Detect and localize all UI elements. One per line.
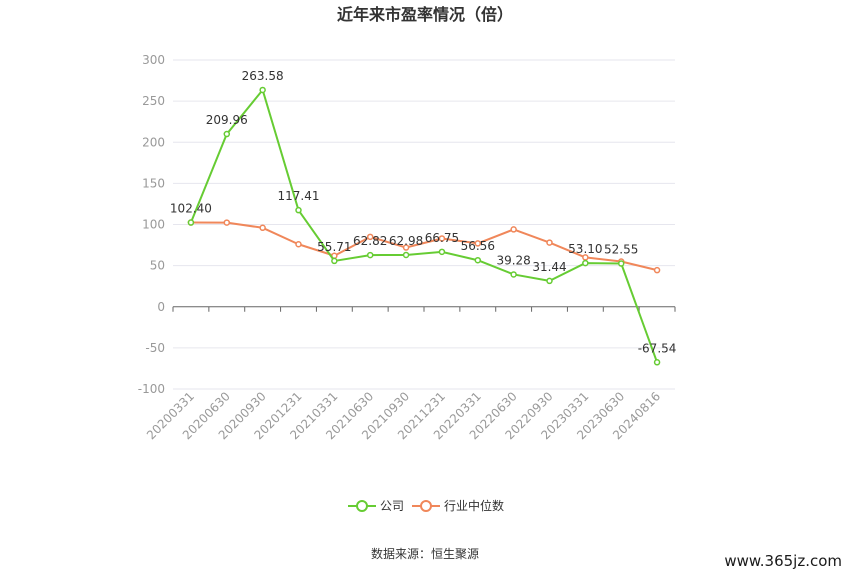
point-company[interactable] [546, 277, 553, 285]
y-tick-label: 150 [142, 176, 165, 190]
data-label-company: 66.75 [425, 231, 459, 245]
point-industry-median[interactable] [474, 240, 482, 247]
y-tick-label: 0 [157, 300, 165, 314]
chart-title: 近年来市盈率情况（倍） [337, 5, 513, 24]
y-tick-label: 100 [142, 218, 165, 232]
data-label-company: 31.44 [532, 260, 566, 274]
y-tick-label: -50 [145, 341, 165, 355]
point-company[interactable] [438, 248, 446, 256]
legend-item-company[interactable]: 公司 [348, 499, 404, 513]
y-tick-label: 50 [150, 259, 165, 273]
legend-industry-median-marker [420, 500, 432, 512]
point-industry-median[interactable] [510, 226, 517, 233]
grid [173, 59, 675, 390]
data-label-company: 39.28 [496, 253, 530, 267]
point-company[interactable] [259, 86, 266, 94]
watermark: www.365jz.com [724, 552, 842, 570]
point-company[interactable] [617, 260, 625, 267]
point-company[interactable] [295, 206, 302, 214]
legend-industry-median-label: 行业中位数 [444, 498, 504, 513]
legend: 公司 行业中位数 [348, 498, 504, 513]
point-industry-median[interactable] [259, 224, 266, 232]
data-label-company: 209.96 [206, 113, 248, 127]
data-label-company: 53.10 [568, 242, 602, 256]
point-industry-median[interactable] [366, 233, 374, 241]
y-tick-label: -100 [138, 382, 165, 396]
point-company[interactable] [366, 251, 374, 259]
point-company[interactable] [653, 359, 661, 366]
data-label-company: 62.82 [353, 234, 387, 248]
series-line-company [190, 88, 659, 363]
point-industry-median[interactable] [546, 239, 553, 246]
point-company[interactable] [187, 219, 195, 226]
data-label-company: 52.55 [604, 243, 638, 257]
data-label-company: 102.40 [170, 202, 212, 216]
point-industry-median[interactable] [402, 244, 410, 251]
point-company[interactable] [402, 251, 410, 259]
y-tick-label: 200 [142, 135, 165, 149]
point-industry-median[interactable] [653, 266, 661, 274]
point-company[interactable] [474, 256, 482, 264]
legend-company-label: 公司 [380, 499, 404, 513]
data-label-company: 55.71 [317, 240, 351, 254]
point-industry-median[interactable] [223, 219, 231, 226]
point-industry-median[interactable] [438, 235, 446, 242]
series-line-industry-median [190, 221, 658, 272]
legend-item-industry-median[interactable]: 行业中位数 [412, 498, 504, 513]
legend-company-marker [356, 500, 368, 512]
y-tick-label: 300 [142, 53, 165, 67]
data-label-company: 56.56 [461, 239, 495, 253]
data-labels: 102.40 209.96 263.58 117.41 55.71 62.82 62.98 6… [170, 69, 676, 355]
data-label-company: 117.41 [278, 189, 320, 203]
point-industry-median[interactable] [295, 240, 302, 248]
series [187, 86, 661, 366]
point-company[interactable] [510, 271, 517, 278]
source-note: 数据来源：恒生聚源 [371, 546, 479, 561]
point-company[interactable] [331, 257, 338, 265]
y-tick-label: 250 [142, 94, 165, 108]
data-label-company: -67.54 [638, 341, 677, 355]
point-company[interactable] [582, 259, 589, 267]
data-label-company: 263.58 [242, 69, 284, 83]
point-company[interactable] [223, 130, 231, 138]
data-label-company: 62.98 [389, 234, 423, 248]
